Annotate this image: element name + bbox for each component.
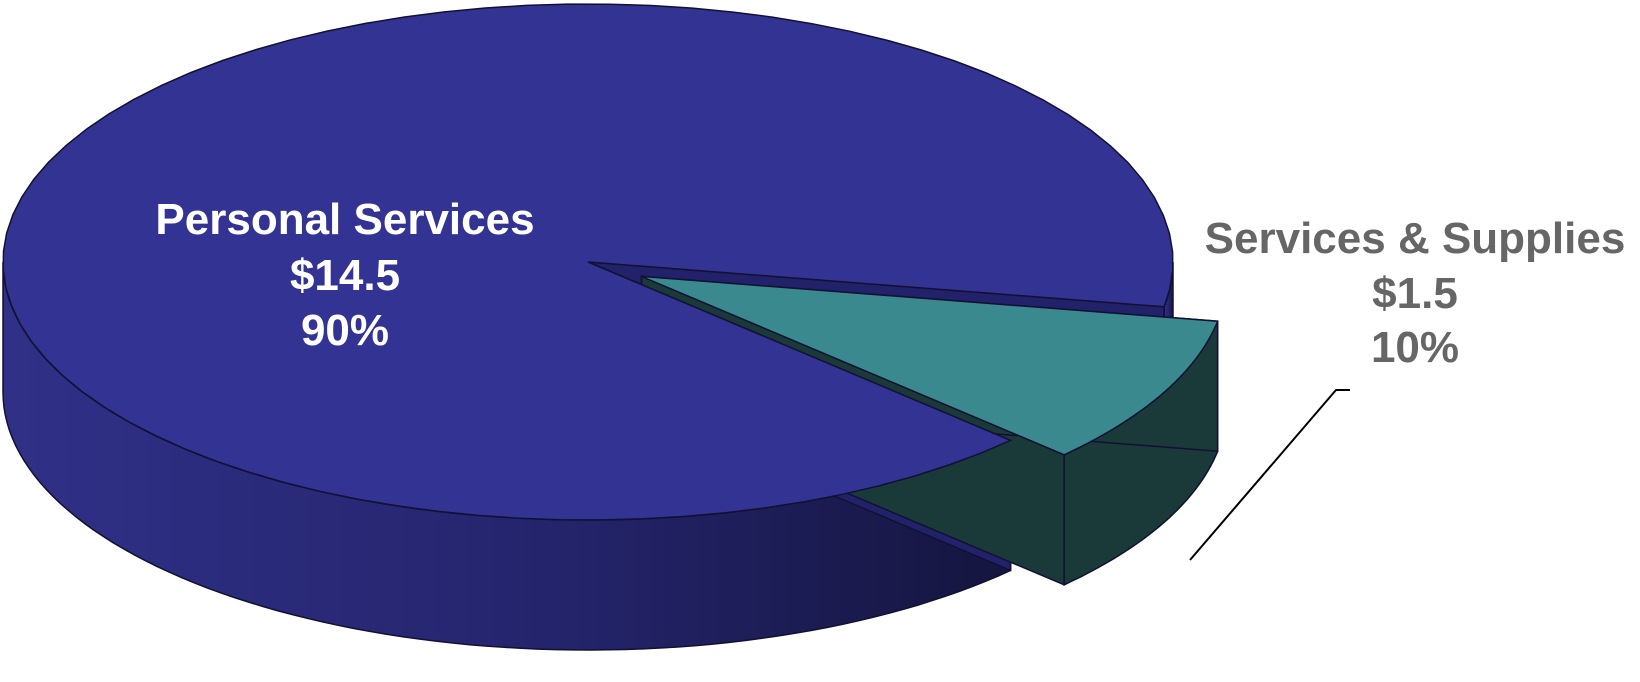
slice-top-personal-services (2, 3, 1174, 521)
slice-value-label: $1.5 (1372, 269, 1458, 318)
leader-line (1189, 389, 1350, 561)
slice-name-label: Personal Services (155, 195, 534, 244)
slice-top-services-supplies (641, 275, 1219, 456)
pie-slice-tops (2, 3, 1219, 521)
slice-name-label: Services & Supplies (1205, 214, 1626, 263)
slice-percent-label: 10% (1371, 323, 1459, 372)
slice-label-services-supplies: Services & Supplies $1.5 10% (1205, 214, 1626, 372)
slice-label-personal-services: Personal Services $14.5 90% (155, 195, 534, 355)
slice-percent-label: 90% (301, 306, 389, 355)
slice-value-label: $14.5 (290, 251, 400, 300)
